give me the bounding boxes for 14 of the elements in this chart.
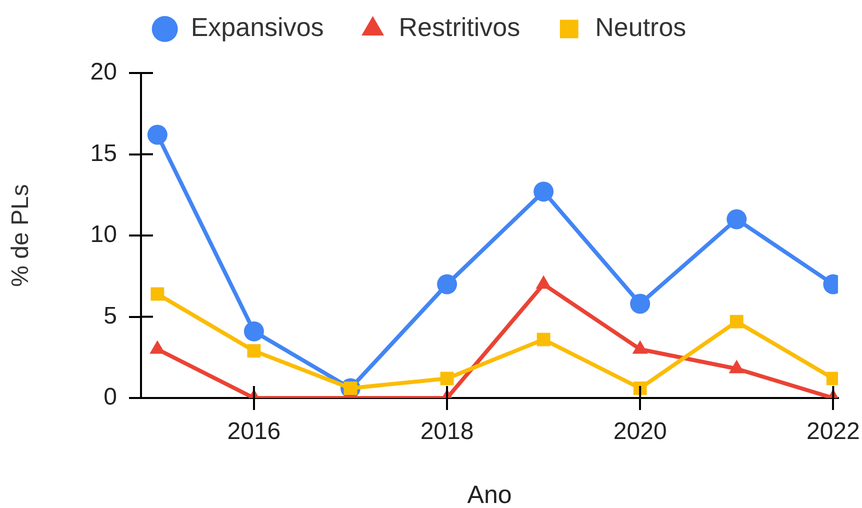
x-tick-label: 2022: [806, 418, 860, 446]
legend-label: Neutros: [595, 12, 686, 42]
y-tick-label: 10: [90, 221, 117, 248]
y-tick-label: 5: [104, 302, 117, 330]
legend-label: Restritivos: [398, 12, 520, 42]
x-axis-title: Ano: [467, 480, 512, 508]
y-tick-label: 20: [90, 58, 117, 86]
y-axis-title: % de PLs: [7, 184, 34, 287]
y-tick-label: 15: [90, 140, 117, 167]
y-tick-label: 0: [104, 384, 117, 411]
x-tick-label: 2016: [227, 418, 281, 446]
x-tick-label: 2018: [420, 418, 474, 446]
legend-label: Expansivos: [190, 12, 324, 42]
x-tick-label: 2020: [613, 418, 667, 446]
